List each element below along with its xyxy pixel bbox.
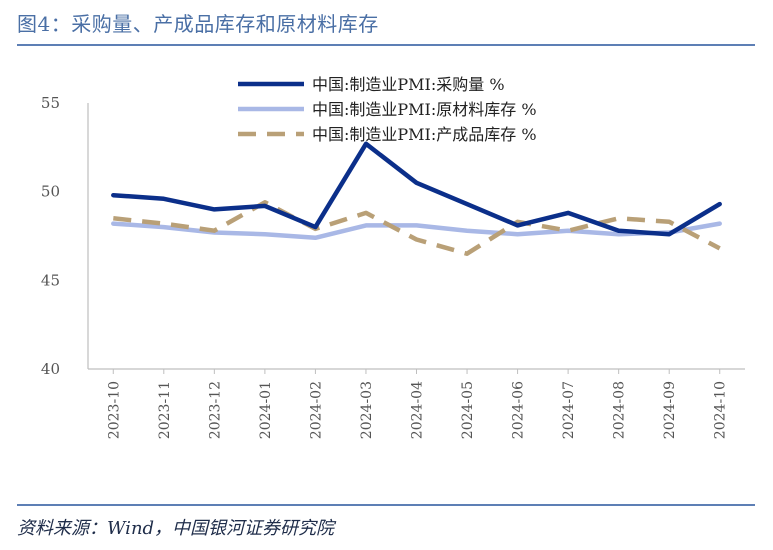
x-tick-label: 2024-03 [359, 381, 375, 439]
x-tick-label: 2024-01 [258, 381, 274, 439]
source-note: 资料来源：Wind，中国银河证券研究院 [17, 518, 335, 539]
x-tick-label: 2024-08 [612, 381, 628, 439]
x-tick-label: 2024-09 [662, 381, 678, 439]
legend-label-1: 中国:制造业PMI:采购量 % [312, 75, 505, 94]
legend-label-2: 中国:制造业PMI:原材料库存 % [312, 100, 537, 119]
legend-label-3: 中国:制造业PMI:产成品库存 % [312, 125, 537, 144]
series-line-3 [113, 200, 721, 256]
x-tick-label: 2024-04 [410, 381, 426, 439]
x-tick-label: 2024-10 [713, 381, 729, 439]
y-tick-label: 45 [41, 271, 60, 289]
x-axis-ticks: 2023-10 2023-11 2023-12 2024-01 2024-02 2024-… [106, 369, 729, 439]
y-tick-label: 40 [41, 360, 60, 378]
y-tick-label: 55 [41, 94, 60, 112]
footer-divider [17, 504, 755, 506]
y-axis-ticks: 40 45 50 55 [41, 94, 60, 378]
x-tick-label: 2023-10 [106, 381, 122, 439]
x-tick-label: 2024-06 [511, 381, 527, 439]
series-line-1 [111, 141, 722, 237]
x-tick-label: 2024-07 [561, 381, 577, 439]
x-tick-label: 2023-12 [207, 381, 223, 439]
x-tick-label: 2023-11 [157, 381, 173, 439]
title-divider [17, 44, 755, 46]
page-title: 图4：采购量、产成品库存和原材料库存 [17, 12, 379, 36]
chart-series [111, 141, 722, 256]
x-tick-label: 2024-02 [308, 381, 324, 439]
x-tick-label: 2024-05 [460, 381, 476, 439]
y-tick-label: 50 [41, 183, 60, 201]
chart-legend: 中国:制造业PMI:采购量 % 中国:制造业PMI:原材料库存 % 中国:制造业PM… [238, 75, 537, 144]
